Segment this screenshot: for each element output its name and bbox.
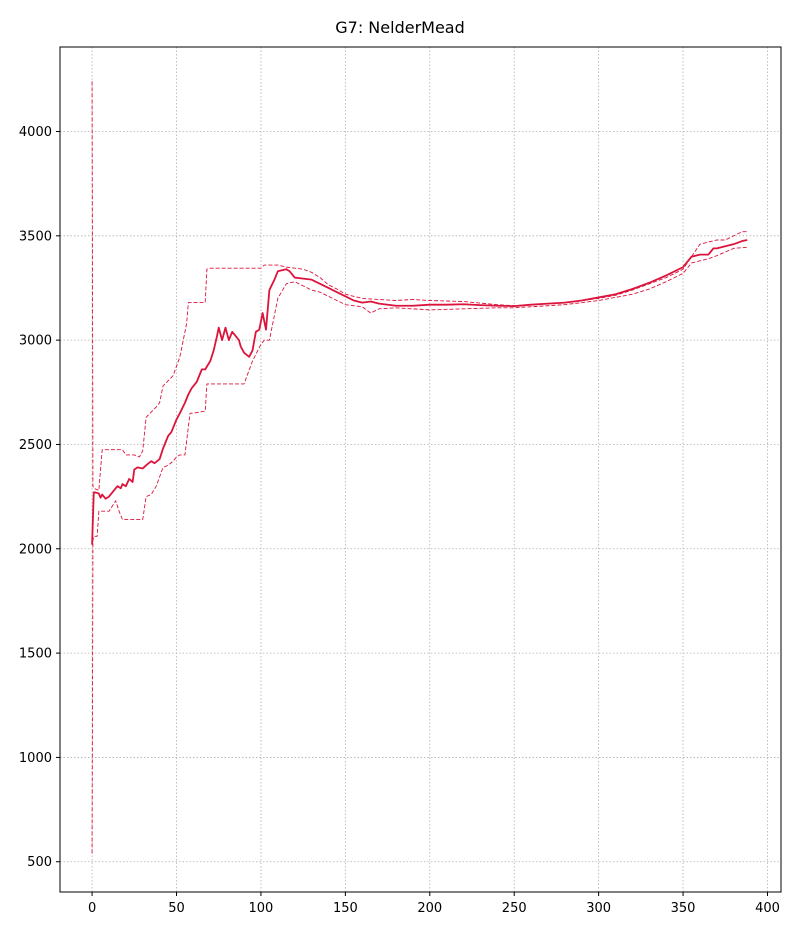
y-tick-label: 1000 xyxy=(19,751,52,766)
series-group xyxy=(91,81,748,854)
x-tick-label: 150 xyxy=(333,901,358,916)
x-tick-label: 100 xyxy=(249,901,274,916)
y-tick-label: 3500 xyxy=(19,229,52,244)
x-tick-label: 350 xyxy=(671,901,696,916)
series-line-lower xyxy=(91,246,748,854)
y-axis: 500 1000 1500 2000 2500 3000 3500 4000 xyxy=(19,125,60,870)
y-tick-label: 2500 xyxy=(19,438,52,453)
x-tick-label: 300 xyxy=(586,901,611,916)
y-tick-label: 2000 xyxy=(19,542,52,557)
x-tick-label: 0 xyxy=(88,901,96,916)
series-line-upper xyxy=(91,81,748,491)
series-line-mean xyxy=(91,239,748,545)
x-tick-label: 200 xyxy=(417,901,442,916)
x-tick-label: 50 xyxy=(168,901,185,916)
chart-title: G7: NelderMead xyxy=(335,18,465,37)
y-tick-label: 3000 xyxy=(19,334,52,349)
x-tick-label: 400 xyxy=(755,901,780,916)
x-axis: 0 50 100 150 200 250 300 350 400 xyxy=(88,892,780,916)
plot-frame xyxy=(59,46,782,893)
y-tick-label: 500 xyxy=(27,855,52,870)
y-tick-label: 1500 xyxy=(19,647,52,662)
y-tick-label: 4000 xyxy=(19,125,52,140)
grid-lines xyxy=(60,47,781,892)
x-tick-label: 250 xyxy=(502,901,527,916)
